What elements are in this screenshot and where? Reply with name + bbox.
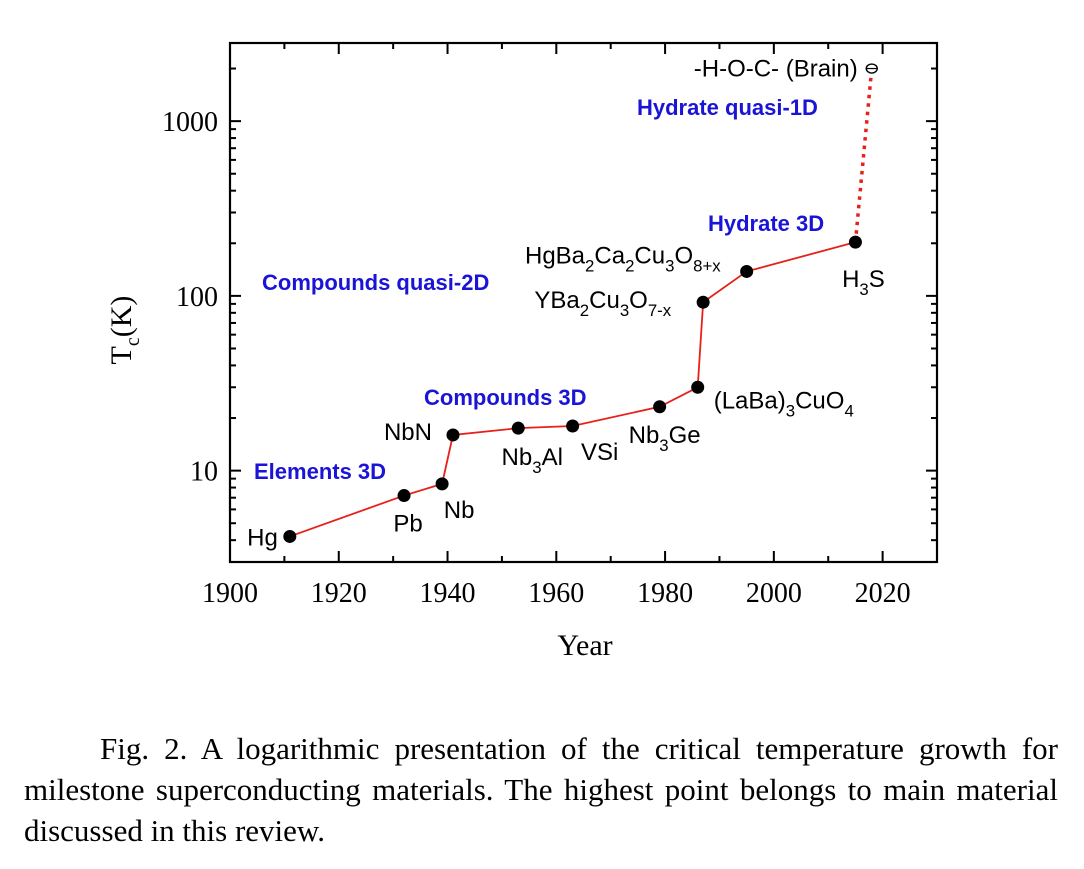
data-point (435, 477, 449, 491)
annotation-label: Hydrate 3D (708, 211, 824, 236)
point-label: Nb (444, 497, 475, 524)
y-tick-label: 1000 (162, 107, 218, 138)
annotations: Elements 3D Compounds 3D Compounds quasi-2… (254, 95, 824, 484)
point-label: Nb3Ge (629, 422, 701, 455)
label-part: Al (542, 444, 563, 471)
x-tick-label: 1920 (311, 578, 367, 609)
x-tick-label: 1960 (528, 578, 584, 609)
label-part: 7-x (648, 301, 672, 320)
data-point (653, 400, 667, 414)
axis-ticks (229, 43, 938, 563)
label-part: Cu (634, 242, 665, 269)
data-point (511, 421, 525, 435)
figure-caption: Fig. 2. A logarithmic presentation of th… (24, 731, 1058, 848)
label-part: Cu (589, 287, 620, 314)
label-part: CuO (795, 387, 844, 414)
data-point (691, 380, 705, 394)
y-tick-label: 100 (176, 282, 218, 313)
label-part: 3 (786, 401, 795, 420)
label-part: 3 (859, 280, 868, 299)
point-label: Pb (393, 511, 422, 538)
point-label: (LaBa)3CuO4 (714, 387, 854, 420)
x-axis-label: Year (557, 629, 612, 662)
data-point (283, 529, 297, 543)
label-part: VSi (581, 439, 618, 466)
x-tick-label: 1940 (420, 578, 476, 609)
annotation-label: Compounds quasi-2D (262, 270, 489, 295)
chart: 1900 1920 1940 1960 1980 2000 2020 10 100 1000 Hg… (105, 41, 939, 662)
x-tick-label: 1980 (637, 578, 693, 609)
label-part: 2 (580, 301, 589, 320)
label-part: S (869, 266, 885, 293)
data-point (848, 235, 862, 249)
label-part: 3 (620, 301, 629, 320)
x-tick-label: 2000 (746, 578, 802, 609)
label-part: O (674, 242, 693, 269)
point-label: Hg (247, 524, 278, 551)
label-part: 2 (625, 256, 634, 275)
label-part: Ca (594, 242, 625, 269)
annotation-label: Hydrate quasi-1D (637, 95, 818, 120)
label-part: 4 (844, 401, 853, 420)
plot-frame (228, 41, 939, 564)
x-tick-label: 1900 (202, 578, 258, 609)
label-part: Pb (393, 511, 422, 538)
x-tick-label: 2020 (855, 578, 911, 609)
label-part: Nb (502, 444, 533, 471)
point-label: HgBa2Ca2Cu3O8+x (525, 242, 721, 275)
data-point (566, 419, 580, 433)
data-point (696, 295, 710, 309)
y-tick-label: 10 (190, 457, 218, 488)
label-part: 3 (665, 256, 674, 275)
series (283, 63, 878, 543)
point-label: H3S (842, 266, 885, 299)
label-part: 2 (585, 256, 594, 275)
annotation-label: Elements 3D (254, 459, 386, 484)
label-part: Nb (444, 497, 475, 524)
label-part: O (629, 287, 648, 314)
label-part: Ge (669, 422, 701, 449)
data-point (740, 264, 754, 278)
point-label: VSi (581, 439, 618, 466)
label-part: 3 (532, 458, 541, 477)
label-part: 8+x (693, 256, 721, 275)
tick-labels: 1900 1920 1940 1960 1980 2000 2020 10 100 1000 (162, 107, 911, 609)
point-label: YBa2Cu3O7-x (534, 287, 671, 320)
label-part: 3 (659, 436, 668, 455)
annotation-label: Compounds 3D (424, 385, 587, 410)
label-part: H (842, 266, 859, 293)
y-axis-label: Tc(K) (105, 296, 144, 365)
data-point (446, 428, 460, 442)
point-label: Nb3Al (502, 444, 563, 477)
label-part: YBa (534, 287, 580, 314)
data-point (397, 489, 411, 503)
point-label-brain: -H-O-C- (Brain) (694, 56, 858, 83)
label-part: HgBa (525, 242, 586, 269)
label-part: NbN (384, 419, 432, 446)
label-part: Hg (247, 524, 278, 551)
point-label: NbN (384, 419, 432, 446)
label-part: Nb (629, 422, 660, 449)
extrapolation-line (853, 68, 874, 243)
label-part: (LaBa) (714, 387, 786, 414)
